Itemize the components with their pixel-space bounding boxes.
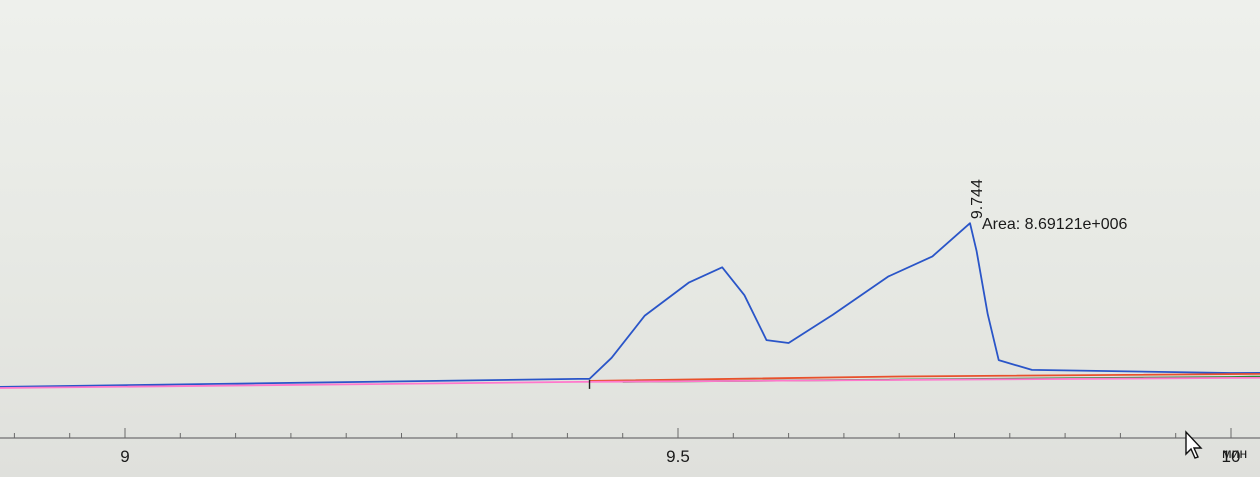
series-line-4 <box>0 376 1260 389</box>
series-line-3 <box>622 375 1260 383</box>
series-layer <box>0 222 1260 389</box>
x-tick-label: 9.5 <box>666 447 690 466</box>
mouse-cursor-icon <box>1185 430 1203 459</box>
peak-area-label: Area: 8.69121e+006 <box>982 216 1128 233</box>
x-axis-unit-label: мин <box>1222 445 1247 461</box>
peak-retention-time-label: 9.744 <box>969 179 986 219</box>
x-axis: 99.51010.511мин <box>0 428 1260 466</box>
series-line-2 <box>589 373 1260 382</box>
series-line-1 <box>0 222 1260 388</box>
x-tick-label: 9 <box>120 447 129 466</box>
x-tick-label: 10 <box>1222 447 1241 466</box>
